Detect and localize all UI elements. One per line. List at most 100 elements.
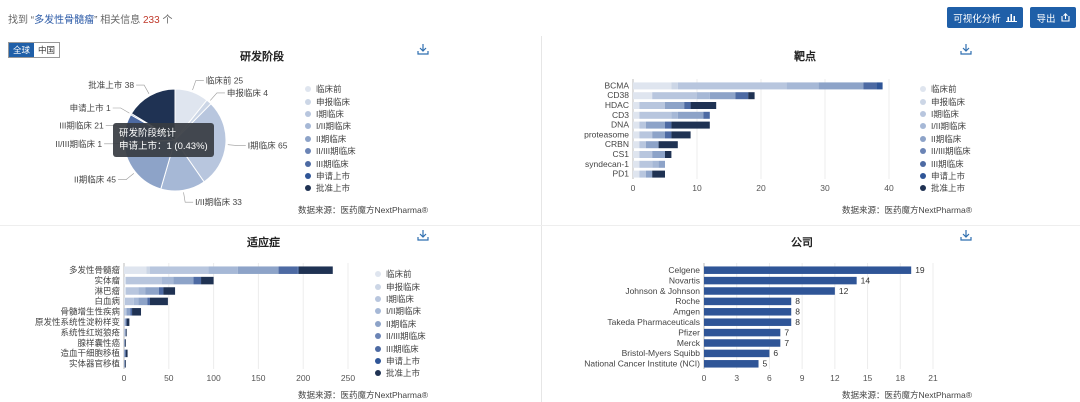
bar-segment[interactable] (297, 266, 299, 274)
bar-segment[interactable] (671, 121, 710, 129)
bar-segment[interactable] (665, 102, 685, 109)
bar-segment[interactable] (665, 151, 672, 158)
bar-segment[interactable] (132, 308, 142, 316)
bar-segment[interactable] (133, 297, 139, 306)
legend-item[interactable]: I期临床 (375, 293, 426, 305)
bar-segment[interactable] (124, 328, 125, 337)
bar-segment[interactable] (124, 349, 125, 358)
bar-segment[interactable] (161, 276, 174, 285)
download-icon[interactable] (960, 229, 972, 241)
bar-segment[interactable] (147, 297, 150, 306)
bar-segment[interactable] (652, 131, 665, 139)
bar-segment[interactable] (633, 151, 640, 158)
bar-segment[interactable] (658, 160, 665, 168)
legend-item[interactable]: III期临床 (305, 157, 356, 169)
bar-segment[interactable] (124, 360, 125, 368)
bar-segment[interactable] (633, 92, 653, 100)
bar[interactable] (704, 328, 781, 337)
bar-segment[interactable] (124, 297, 134, 306)
legend-item[interactable]: II期临床 (305, 133, 356, 145)
bar-segment[interactable] (278, 266, 280, 274)
bar-segment[interactable] (208, 266, 238, 274)
bar-segment[interactable] (124, 339, 126, 347)
bar-segment[interactable] (237, 266, 279, 274)
bar-segment[interactable] (633, 141, 640, 149)
bar-segment[interactable] (703, 111, 710, 119)
bar-segment[interactable] (684, 102, 691, 109)
legend-item[interactable]: 申报临床 (375, 280, 426, 292)
bar-segment[interactable] (645, 170, 653, 178)
bar-segment[interactable] (863, 82, 877, 90)
legend-item[interactable]: III期临床 (375, 342, 426, 354)
bar-segment[interactable] (193, 276, 202, 285)
legend-item[interactable]: I期临床 (305, 108, 356, 120)
bar-segment[interactable] (125, 318, 127, 326)
bar-segment[interactable] (818, 82, 864, 90)
bar-segment[interactable] (639, 151, 653, 158)
bar-segment[interactable] (124, 349, 126, 358)
bar-segment[interactable] (665, 131, 672, 139)
bar-segment[interactable] (145, 287, 159, 295)
bar[interactable] (704, 308, 792, 316)
bar[interactable] (704, 360, 759, 368)
region-global-tab[interactable]: 全球 (9, 43, 35, 57)
bar[interactable] (704, 297, 792, 306)
legend-item[interactable]: II/III期临床 (375, 330, 426, 342)
bar-segment[interactable] (138, 287, 146, 295)
bar-segment[interactable] (876, 82, 883, 90)
bar-segment[interactable] (633, 160, 640, 168)
bar-segment[interactable] (130, 308, 133, 316)
bar-segment[interactable] (298, 266, 333, 274)
legend-item[interactable]: 临床前 (305, 83, 356, 95)
bar-segment[interactable] (173, 276, 193, 285)
legend-item[interactable]: II/III期临床 (305, 145, 356, 157)
legend-item[interactable]: 临床前 (375, 268, 426, 280)
download-icon[interactable] (960, 43, 972, 55)
legend-item[interactable]: 批准上市 (375, 367, 426, 379)
bar[interactable] (704, 339, 781, 347)
bar-segment[interactable] (125, 276, 162, 285)
bar-segment[interactable] (748, 92, 755, 100)
bar-segment[interactable] (639, 121, 646, 129)
legend-item[interactable]: I期临床 (920, 108, 971, 120)
legend-item[interactable]: 申请上市 (920, 170, 971, 182)
region-china-tab[interactable]: 中国 (38, 45, 56, 55)
bar-segment[interactable] (633, 111, 640, 119)
bar-segment[interactable] (125, 349, 128, 358)
bar[interactable] (704, 276, 857, 285)
bar-segment[interactable] (124, 276, 126, 285)
bar-segment[interactable] (633, 170, 640, 178)
bar-segment[interactable] (639, 160, 653, 168)
legend-item[interactable]: 批准上市 (305, 182, 356, 194)
legend-item[interactable]: II期临床 (920, 133, 971, 145)
legend-item[interactable]: I/II期临床 (375, 305, 426, 317)
bar-segment[interactable] (125, 287, 139, 295)
bar-segment[interactable] (201, 276, 214, 285)
bar-segment[interactable] (633, 131, 640, 139)
bar-segment[interactable] (652, 92, 697, 100)
bar-segment[interactable] (652, 151, 665, 158)
bar-segment[interactable] (126, 318, 130, 326)
bar-segment[interactable] (671, 111, 678, 119)
bar[interactable] (704, 349, 770, 358)
bar-segment[interactable] (665, 121, 672, 129)
bar-segment[interactable] (677, 111, 704, 119)
bar-segment[interactable] (658, 141, 678, 149)
legend-item[interactable]: 批准上市 (920, 182, 971, 194)
bar-segment[interactable] (125, 308, 127, 316)
bar[interactable] (704, 318, 792, 326)
bar-segment[interactable] (639, 131, 653, 139)
bar-segment[interactable] (639, 170, 646, 178)
legend-item[interactable]: 申请上市 (375, 355, 426, 367)
bar-segment[interactable] (671, 82, 678, 90)
bar-segment[interactable] (633, 102, 640, 109)
bar-segment[interactable] (124, 308, 126, 316)
bar-segment[interactable] (146, 266, 150, 274)
bar[interactable] (704, 266, 912, 274)
bar-segment[interactable] (690, 102, 717, 109)
legend-item[interactable]: III期临床 (920, 157, 971, 169)
bar-segment[interactable] (279, 266, 298, 274)
bar-segment[interactable] (645, 141, 659, 149)
bar-segment[interactable] (786, 82, 819, 90)
bar-segment[interactable] (735, 92, 749, 100)
